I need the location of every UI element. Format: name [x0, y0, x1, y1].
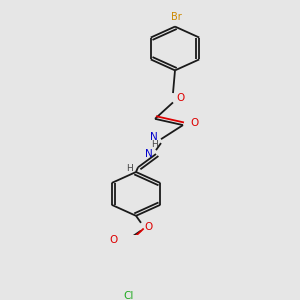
Text: H: H	[151, 140, 158, 149]
Text: O: O	[176, 93, 184, 103]
Text: Cl: Cl	[124, 291, 134, 300]
Text: O: O	[190, 118, 198, 128]
Text: N: N	[145, 149, 153, 159]
Text: H: H	[126, 164, 133, 172]
Text: N: N	[150, 132, 158, 142]
Text: O: O	[144, 222, 152, 232]
Text: O: O	[110, 235, 118, 245]
Text: Br: Br	[171, 12, 182, 22]
